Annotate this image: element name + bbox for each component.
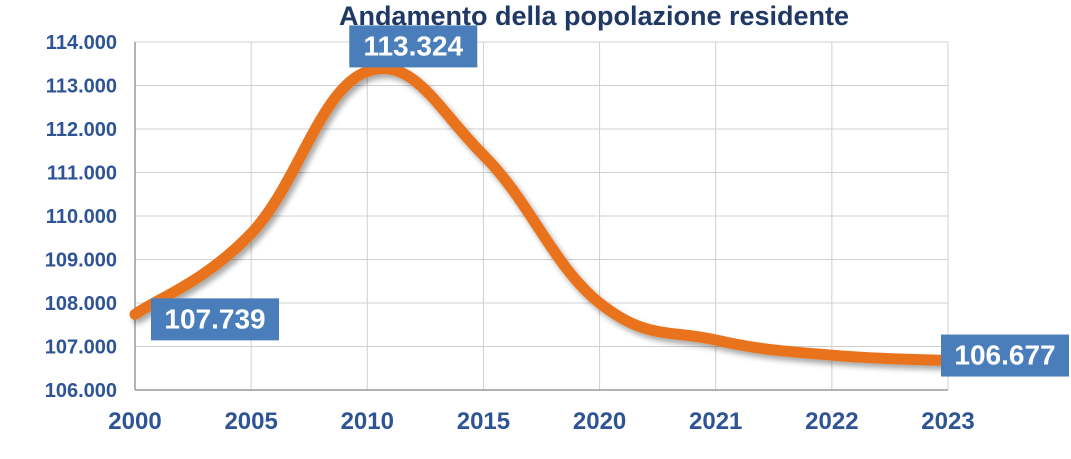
- x-tick-label: 2023: [921, 408, 974, 435]
- data-label: 113.324: [349, 25, 478, 68]
- data-label-box: [941, 334, 1069, 377]
- series-line: [129, 63, 954, 367]
- y-tick-label: 112.000: [46, 119, 117, 141]
- x-tick-label: 2005: [224, 408, 277, 435]
- data-label-text: 113.324: [363, 30, 463, 61]
- x-tick-label: 2000: [108, 408, 161, 435]
- x-tick-label: 2021: [689, 408, 742, 435]
- y-tick-label: 111.000: [47, 163, 117, 185]
- y-tick-label: 107.000: [45, 337, 117, 359]
- x-tick-label: 2020: [573, 408, 626, 435]
- data-labels: 107.739 113.324 106.677: [151, 25, 1069, 377]
- x-tick-label: 2022: [805, 408, 858, 435]
- data-label: 106.677: [941, 334, 1069, 377]
- y-tick-label: 113.000: [46, 76, 117, 98]
- y-tick-label: 106.000: [45, 380, 117, 402]
- data-label-text: 107.739: [164, 303, 265, 334]
- data-label: 107.739: [151, 298, 279, 341]
- x-axis: 2000 2005 2010 2015 2020 2021 2022 2023: [108, 408, 974, 435]
- data-label-box: [349, 25, 478, 68]
- data-label-box: [151, 298, 279, 341]
- series: [129, 63, 954, 367]
- y-axis: 106.000 107.000 108.000 109.000 110.000 111.0…: [45, 32, 117, 402]
- x-tick-label: 2010: [341, 408, 394, 435]
- y-tick-label: 114.000: [46, 32, 117, 54]
- y-tick-label: 110.000: [46, 206, 117, 228]
- data-label-text: 106.677: [954, 340, 1055, 371]
- y-tick-label: 108.000: [45, 293, 117, 315]
- y-tick-label: 109.000: [45, 250, 117, 272]
- x-tick-label: 2015: [457, 408, 510, 435]
